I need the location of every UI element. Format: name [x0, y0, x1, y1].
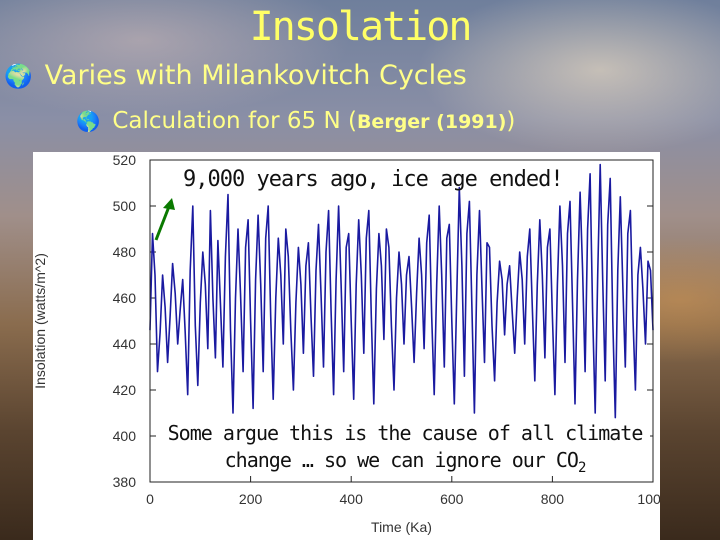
x-tick-label: 600 [440, 491, 464, 507]
globe-icon: 🌍 [4, 64, 33, 90]
x-tick-label: 1000 [637, 491, 660, 507]
chart-svg: 380 400 420 440 460 480 500 520 0 200 400 600 800 100… [33, 152, 660, 535]
globe-icon: 🌎 [76, 110, 101, 133]
x-tick-label: 200 [239, 491, 263, 507]
bullet-1: 🌍 Varies with Milankovitch Cycles [4, 60, 467, 91]
bullet-2-close: ) [506, 108, 516, 134]
bullet-2-reference: Berger (1991) [356, 111, 507, 133]
slide-title: Insolation [249, 4, 473, 50]
annotation-cause-line1: Some argue this is the cause of all clim… [160, 421, 650, 445]
plot-frame [149, 159, 654, 483]
y-tick-label: 460 [113, 290, 137, 306]
y-tick-label: 420 [113, 382, 137, 398]
annotation-cause-line2: change … so we can ignore our CO2 [160, 448, 650, 476]
arrow-icon [154, 198, 175, 241]
y-tick-label: 440 [113, 336, 137, 352]
x-tick-label: 400 [340, 491, 364, 507]
y-tick-label: 380 [113, 474, 137, 490]
x-tick-label: 0 [146, 491, 154, 507]
co2-subscript: 2 [577, 460, 587, 476]
insolation-series-line [149, 163, 654, 419]
annotation-ice-age: 9,000 years ago, ice age ended! [183, 167, 564, 192]
y-tick-label: 520 [113, 152, 137, 168]
x-tick-label: 800 [541, 491, 565, 507]
insolation-chart: 380 400 420 440 460 480 500 520 0 200 400 600 800 100… [33, 152, 660, 540]
y-tick-label: 400 [113, 428, 137, 444]
y-axis-label: Insolation (watts/m^2) [33, 253, 48, 389]
x-axis-label: Time (Ka) [371, 519, 432, 535]
y-tick-label: 500 [113, 198, 137, 214]
y-tick-label: 480 [113, 244, 137, 260]
bullet-1-text: Varies with Milankovitch Cycles [44, 60, 467, 91]
bullet-2-text: Calculation for 65 N ( [112, 108, 357, 134]
bullet-2: 🌎 Calculation for 65 N (Berger (1991)) [76, 108, 515, 134]
annotation-cause-line2-text: change … so we can ignore our CO [224, 448, 579, 472]
